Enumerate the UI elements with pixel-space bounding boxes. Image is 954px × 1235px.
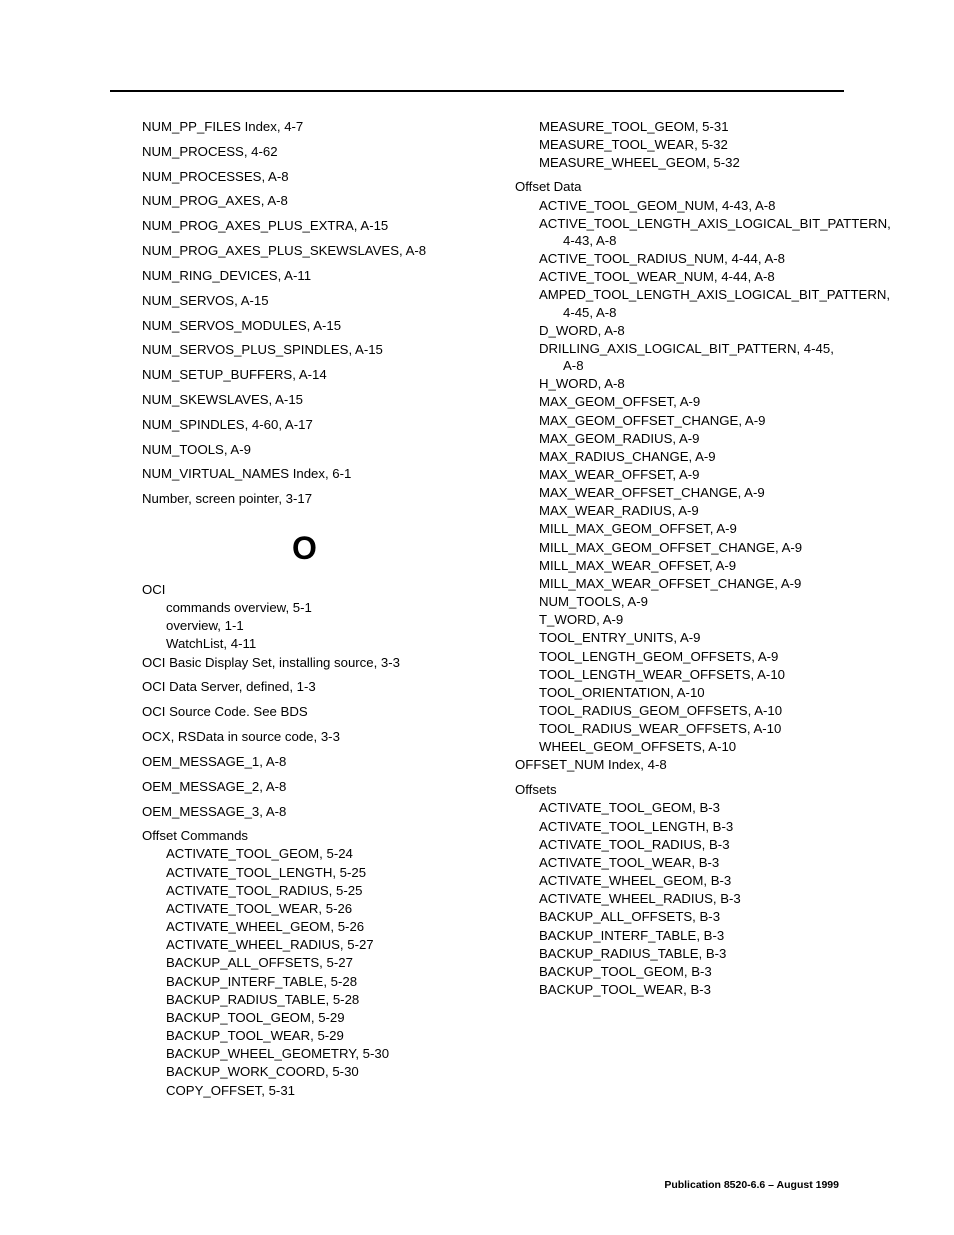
index-subentry: ACTIVATE_TOOL_RADIUS, 5-25	[142, 882, 467, 899]
index-entry: NUM_VIRTUAL_NAMES Index, 6-1	[142, 465, 467, 483]
section-heading: O	[142, 530, 467, 567]
index-subentry: MAX_RADIUS_CHANGE, A-9	[515, 448, 840, 465]
index-subentry: overview, 1-1	[142, 617, 467, 634]
index-subentry: TOOL_LENGTH_GEOM_OFFSETS, A-9	[515, 648, 840, 665]
index-subentry: TOOL_RADIUS_WEAR_OFFSETS, A-10	[515, 720, 840, 737]
index-subentry: MAX_GEOM_RADIUS, A-9	[515, 430, 840, 447]
index-entry: NUM_SETUP_BUFFERS, A-14	[142, 366, 467, 384]
page: NUM_PP_FILES Index, 4-7 NUM_PROCESS, 4-62…	[0, 0, 954, 1235]
index-subentry: MILL_MAX_WEAR_OFFSET, A-9	[515, 557, 840, 574]
index-entry: OEM_MESSAGE_3, A-8	[142, 803, 467, 821]
index-subentry: AMPED_TOOL_LENGTH_AXIS_LOGICAL_BIT_PATTE…	[515, 286, 840, 320]
index-subentry: MEASURE_TOOL_GEOM, 5-31	[515, 118, 840, 135]
index-subentry: ACTIVATE_WHEEL_RADIUS, 5-27	[142, 936, 467, 953]
index-entry: OFFSET_NUM Index, 4-8	[515, 756, 840, 774]
index-subentry: TOOL_RADIUS_GEOM_OFFSETS, A-10	[515, 702, 840, 719]
index-entry: OCI Basic Display Set, installing source…	[142, 654, 467, 672]
index-subentry: BACKUP_RADIUS_TABLE, 5-28	[142, 991, 467, 1008]
index-subentry: BACKUP_INTERF_TABLE, 5-28	[142, 973, 467, 990]
index-subentry: ACTIVATE_TOOL_GEOM, B-3	[515, 799, 840, 816]
index-entry: OCI Source Code. See BDS	[142, 703, 467, 721]
index-subentry: MEASURE_WHEEL_GEOM, 5-32	[515, 154, 840, 171]
index-subentry: ACTIVATE_TOOL_GEOM, 5-24	[142, 845, 467, 862]
index-group-head: Offsets	[515, 781, 840, 798]
index-subentry: BACKUP_TOOL_GEOM, 5-29	[142, 1009, 467, 1026]
index-entry: NUM_PROCESS, 4-62	[142, 143, 467, 161]
index-subentry: ACTIVATE_WHEEL_RADIUS, B-3	[515, 890, 840, 907]
index-subentry: ACTIVATE_WHEEL_GEOM, B-3	[515, 872, 840, 889]
index-subentry: BACKUP_WHEEL_GEOMETRY, 5-30	[142, 1045, 467, 1062]
horizontal-rule	[110, 90, 844, 92]
index-entry: Number, screen pointer, 3-17	[142, 490, 467, 508]
index-subentry: TOOL_LENGTH_WEAR_OFFSETS, A-10	[515, 666, 840, 683]
index-subentry: MAX_WEAR_RADIUS, A-9	[515, 502, 840, 519]
index-subentry: MAX_GEOM_OFFSET, A-9	[515, 393, 840, 410]
index-entry: NUM_SERVOS_MODULES, A-15	[142, 317, 467, 335]
index-entry: NUM_PROG_AXES_PLUS_SKEWSLAVES, A-8	[142, 242, 467, 260]
index-subentry: BACKUP_TOOL_WEAR, 5-29	[142, 1027, 467, 1044]
index-subentry: commands overview, 5-1	[142, 599, 467, 616]
index-subentry: H_WORD, A-8	[515, 375, 840, 392]
right-column: MEASURE_TOOL_GEOM, 5-31MEASURE_TOOL_WEAR…	[515, 118, 840, 1100]
index-group-head: Offset Commands	[142, 827, 467, 844]
index-subentry: ACTIVATE_TOOL_WEAR, 5-26	[142, 900, 467, 917]
index-entry: NUM_TOOLS, A-9	[142, 441, 467, 459]
index-entry: OEM_MESSAGE_1, A-8	[142, 753, 467, 771]
index-subentry: ACTIVE_TOOL_LENGTH_AXIS_LOGICAL_BIT_PATT…	[515, 215, 840, 249]
index-subentry: ACTIVATE_TOOL_RADIUS, B-3	[515, 836, 840, 853]
index-subentry: MILL_MAX_WEAR_OFFSET_CHANGE, A-9	[515, 575, 840, 592]
footer-text: Publication 8520-6.6 – August 1999	[664, 1179, 839, 1191]
index-subentry: BACKUP_WORK_COORD, 5-30	[142, 1063, 467, 1080]
index-subentry: BACKUP_TOOL_WEAR, B-3	[515, 981, 840, 998]
left-column: NUM_PP_FILES Index, 4-7 NUM_PROCESS, 4-62…	[142, 118, 467, 1100]
index-subentry: BACKUP_ALL_OFFSETS, B-3	[515, 908, 840, 925]
index-subentry: BACKUP_TOOL_GEOM, B-3	[515, 963, 840, 980]
index-subentry: MILL_MAX_GEOM_OFFSET_CHANGE, A-9	[515, 539, 840, 556]
index-entry: NUM_SKEWSLAVES, A-15	[142, 391, 467, 409]
index-entry: NUM_SPINDLES, 4-60, A-17	[142, 416, 467, 434]
index-subentry: BACKUP_INTERF_TABLE, B-3	[515, 927, 840, 944]
index-subentry: COPY_OFFSET, 5-31	[142, 1082, 467, 1099]
index-entry: NUM_SERVOS, A-15	[142, 292, 467, 310]
index-subentry: MEASURE_TOOL_WEAR, 5-32	[515, 136, 840, 153]
index-entry: NUM_RING_DEVICES, A-11	[142, 267, 467, 285]
index-subentry: ACTIVE_TOOL_RADIUS_NUM, 4-44, A-8	[515, 250, 840, 267]
index-subentry: D_WORD, A-8	[515, 322, 840, 339]
index-subentry: MAX_WEAR_OFFSET, A-9	[515, 466, 840, 483]
index-subentry: ACTIVATE_TOOL_WEAR, B-3	[515, 854, 840, 871]
index-entry: NUM_PROG_AXES_PLUS_EXTRA, A-15	[142, 217, 467, 235]
index-entry: NUM_PP_FILES Index, 4-7	[142, 118, 467, 136]
index-subentry: ACTIVATE_TOOL_LENGTH, B-3	[515, 818, 840, 835]
index-subentry: MAX_WEAR_OFFSET_CHANGE, A-9	[515, 484, 840, 501]
index-subentry: MAX_GEOM_OFFSET_CHANGE, A-9	[515, 412, 840, 429]
index-entry: OCI Data Server, defined, 1-3	[142, 678, 467, 696]
index-entry: NUM_PROG_AXES, A-8	[142, 192, 467, 210]
index-subentry: DRILLING_AXIS_LOGICAL_BIT_PATTERN, 4-45,…	[515, 340, 840, 374]
index-group-head: OCI	[142, 581, 467, 598]
index-subentry: MILL_MAX_GEOM_OFFSET, A-9	[515, 520, 840, 537]
index-entry: OEM_MESSAGE_2, A-8	[142, 778, 467, 796]
index-subentry: T_WORD, A-9	[515, 611, 840, 628]
index-entry: NUM_PROCESSES, A-8	[142, 168, 467, 186]
index-subentry: ACTIVATE_WHEEL_GEOM, 5-26	[142, 918, 467, 935]
index-subentry: BACKUP_RADIUS_TABLE, B-3	[515, 945, 840, 962]
index-subentry: TOOL_ENTRY_UNITS, A-9	[515, 629, 840, 646]
index-subentry: ACTIVATE_TOOL_LENGTH, 5-25	[142, 864, 467, 881]
index-subentry: WHEEL_GEOM_OFFSETS, A-10	[515, 738, 840, 755]
index-subentry: NUM_TOOLS, A-9	[515, 593, 840, 610]
index-subentry: TOOL_ORIENTATION, A-10	[515, 684, 840, 701]
content-columns: NUM_PP_FILES Index, 4-7 NUM_PROCESS, 4-62…	[142, 118, 844, 1100]
index-subentry: BACKUP_ALL_OFFSETS, 5-27	[142, 954, 467, 971]
index-entry: NUM_SERVOS_PLUS_SPINDLES, A-15	[142, 341, 467, 359]
index-subentry: WatchList, 4-11	[142, 635, 467, 652]
index-subentry: ACTIVE_TOOL_WEAR_NUM, 4-44, A-8	[515, 268, 840, 285]
index-subentry: ACTIVE_TOOL_GEOM_NUM, 4-43, A-8	[515, 197, 840, 214]
index-group-head: Offset Data	[515, 178, 840, 195]
index-entry: OCX, RSData in source code, 3-3	[142, 728, 467, 746]
